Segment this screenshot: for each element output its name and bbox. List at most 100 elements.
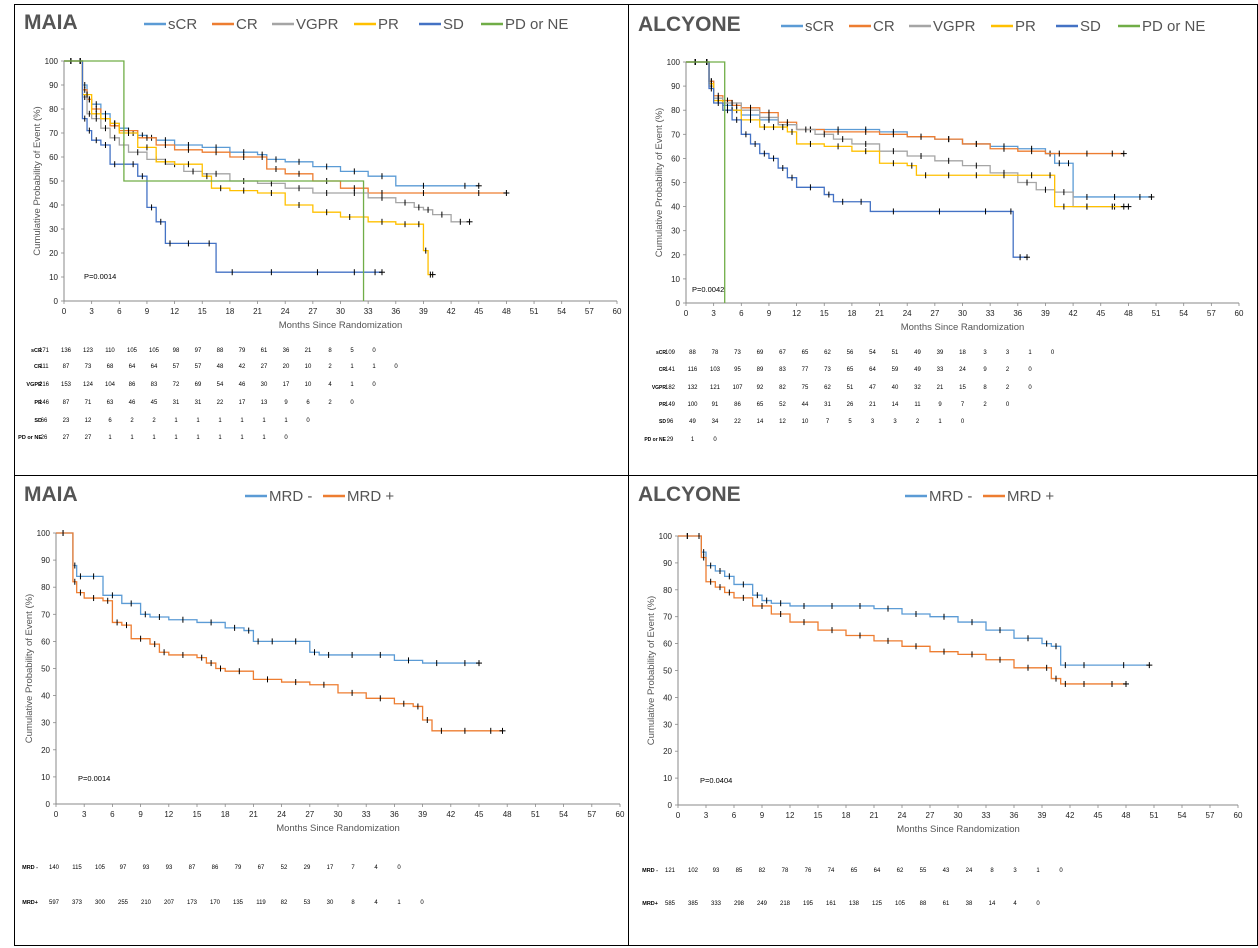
risk-value: 109: [665, 350, 676, 356]
risk-value: 82: [779, 385, 786, 391]
risk-value: 9: [284, 400, 288, 406]
risk-value: 0: [372, 348, 376, 354]
y-tick-label: 20: [41, 746, 50, 755]
x-tick-label: 6: [117, 307, 122, 316]
x-tick-label: 3: [82, 810, 87, 819]
risk-value: 52: [281, 865, 288, 871]
risk-value: 12: [85, 418, 92, 424]
risk-value: 51: [892, 350, 899, 356]
risk-value: 64: [874, 868, 881, 874]
y-tick-label: 0: [668, 801, 673, 810]
risk-value: 1: [196, 418, 200, 424]
risk-value: 57: [195, 364, 202, 370]
risk-value: 1: [691, 437, 695, 443]
risk-value: 1: [262, 418, 266, 424]
risk-value: 45: [151, 400, 158, 406]
legend-item-mrd-: MRD +: [983, 488, 1054, 505]
y-tick-label: 30: [671, 227, 680, 236]
risk-value: 44: [802, 402, 809, 408]
x-tick-label: 21: [253, 307, 262, 316]
series-line-scr: [64, 60, 479, 187]
risk-value: 7: [961, 402, 965, 408]
legend-item-pd-or-ne: PD or NE: [1118, 18, 1205, 35]
y-tick-label: 10: [49, 273, 58, 282]
risk-row-label: MRD -: [642, 868, 658, 874]
x-tick-label: 9: [767, 309, 772, 318]
risk-value: 105: [149, 348, 160, 354]
risk-value: 51: [847, 385, 854, 391]
y-tick-label: 100: [37, 529, 51, 538]
risk-value: 207: [164, 900, 175, 906]
risk-value: 62: [897, 868, 904, 874]
risk-value: 182: [665, 385, 676, 391]
p-value-label: P=0.0404: [700, 776, 732, 785]
x-tick-label: 3: [704, 811, 709, 820]
x-axis-label: Months Since Randomization: [901, 322, 1025, 333]
legend-item-mrd-: MRD -: [245, 488, 312, 505]
panel-maia-response: MAIA sCR CR VGPR PR SD PD or NE 0 10 20 30 40 50 60 70…: [14, 4, 628, 472]
x-tick-label: 51: [1150, 811, 1159, 820]
risk-value: 1: [174, 435, 178, 441]
x-tick-label: 36: [390, 810, 399, 819]
series-line-cr: [686, 61, 1124, 155]
risk-value: 5: [848, 419, 852, 425]
y-tick-label: 30: [663, 720, 672, 729]
panel-alcyone-mrd: ALCYONE MRD - MRD +0 10 20 30 40 50 60 70 80 90 100 0…: [628, 476, 1258, 946]
risk-value: 105: [895, 901, 906, 907]
x-tick-label: 33: [362, 810, 371, 819]
x-tick-label: 27: [930, 309, 939, 318]
risk-value: 21: [305, 348, 312, 354]
risk-value: 216: [39, 382, 50, 388]
risk-value: 0: [1028, 367, 1032, 373]
y-tick-label: 50: [671, 179, 680, 188]
risk-value: 21: [869, 402, 876, 408]
risk-value: 0: [1051, 350, 1055, 356]
risk-value: 1: [240, 435, 244, 441]
x-tick-label: 0: [684, 309, 689, 318]
risk-value: 46: [239, 382, 246, 388]
x-tick-label: 0: [62, 307, 67, 316]
legend-item-sd: SD: [419, 16, 464, 33]
y-tick-label: 10: [671, 275, 680, 284]
risk-value: 77: [802, 367, 809, 373]
risk-value: 85: [736, 868, 743, 874]
risk-value: 87: [63, 400, 70, 406]
legend-item-scr: sCR: [144, 16, 197, 33]
risk-value: 3: [983, 350, 987, 356]
risk-value: 4: [1013, 901, 1017, 907]
legend-label: MRD -: [929, 488, 972, 505]
risk-value: 102: [688, 868, 699, 874]
risk-value: 47: [869, 385, 876, 391]
risk-value: 21: [937, 385, 944, 391]
maia-response-chart: MAIA sCR CR VGPR PR SD PD or NE010203040506070…: [18, 11, 622, 441]
panel-maia-mrd: MAIA MRD - MRD +0 10 20 30 40 50 60 70 80 90 100 0 3 6 9…: [14, 476, 628, 946]
y-tick-label: 90: [49, 81, 58, 90]
risk-value: 1: [1028, 350, 1032, 356]
risk-value: 78: [782, 868, 789, 874]
x-tick-label: 12: [786, 811, 795, 820]
x-tick-label: 54: [557, 307, 566, 316]
risk-value: 23: [63, 418, 70, 424]
legend-label: VGPR: [296, 16, 339, 33]
risk-row-label: MRD -: [22, 865, 38, 871]
risk-value: 146: [39, 400, 50, 406]
x-tick-label: 51: [531, 810, 540, 819]
y-tick-label: 0: [54, 297, 59, 306]
x-tick-label: 27: [305, 810, 314, 819]
risk-value: 121: [665, 868, 676, 874]
risk-value: 96: [667, 419, 674, 425]
x-tick-label: 3: [711, 309, 716, 318]
x-tick-label: 12: [792, 309, 801, 318]
risk-value: 73: [824, 367, 831, 373]
risk-value: 27: [261, 364, 268, 370]
risk-value: 333: [711, 901, 722, 907]
x-tick-label: 15: [814, 811, 823, 820]
x-tick-label: 39: [1041, 309, 1050, 318]
series-line-mrd-: [56, 532, 503, 732]
risk-value: 31: [173, 400, 180, 406]
risk-value: 4: [374, 865, 378, 871]
risk-value: 100: [687, 402, 698, 408]
risk-value: 0: [1006, 402, 1010, 408]
risk-value: 8: [983, 385, 987, 391]
risk-value: 2: [328, 364, 332, 370]
